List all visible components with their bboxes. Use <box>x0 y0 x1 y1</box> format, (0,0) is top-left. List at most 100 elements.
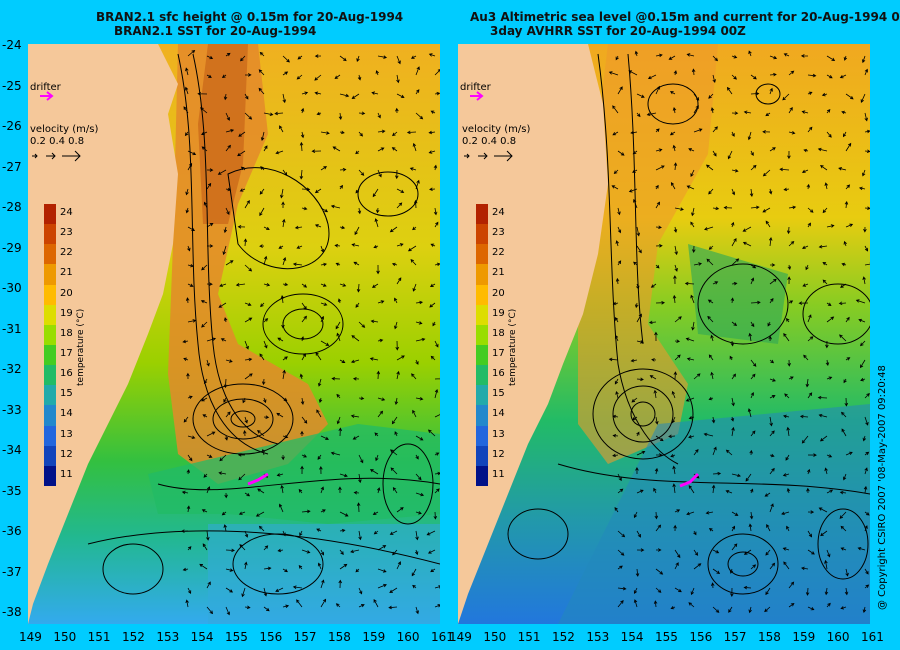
velocity-arrow <box>636 313 642 323</box>
velocity-arrow <box>282 434 289 439</box>
velocity-arrow <box>826 549 831 558</box>
velocity-arrow <box>392 131 398 137</box>
velocity-arrow <box>688 416 695 420</box>
velocity-arrow <box>275 150 284 155</box>
velocity-arrow <box>710 107 715 114</box>
velocity-arrow <box>415 359 419 365</box>
velocity-arrow <box>769 453 775 458</box>
velocity-arrow <box>731 543 738 551</box>
velocity-arrow <box>415 606 419 615</box>
velocity-arrow <box>708 354 714 361</box>
velocity-arrow <box>296 74 303 80</box>
velocity-arrow <box>263 226 270 231</box>
velocity-arrow <box>690 169 695 177</box>
drifter-icon-left <box>40 91 54 101</box>
velocity-arrow <box>339 511 349 517</box>
velocity-arrow <box>845 142 852 152</box>
velocity-arrow <box>377 129 386 134</box>
velocity-arrow <box>223 524 227 532</box>
velocity-arrow <box>864 129 870 134</box>
velocity-arrow <box>731 188 736 196</box>
velocity-arrow <box>282 169 288 176</box>
velocity-values-right: 0.2 0.4 0.8 <box>462 136 517 147</box>
velocity-arrow <box>301 549 311 554</box>
velocity-arrow <box>202 414 208 418</box>
velocity-arrow <box>280 295 285 304</box>
velocity-arrow <box>350 549 360 554</box>
velocity-arrow <box>654 467 659 475</box>
velocity-arrow <box>301 509 311 514</box>
velocity-arrow <box>377 147 385 152</box>
velocity-arrow <box>301 315 307 323</box>
velocity-arrow <box>743 585 752 590</box>
velocity-arrow <box>685 337 695 342</box>
velocity-arrow <box>860 359 866 369</box>
velocity-arrow <box>636 112 641 118</box>
velocity-arrow <box>826 454 833 458</box>
velocity-arrow <box>394 321 398 330</box>
velocity-arrow <box>769 263 776 267</box>
velocity-arrow <box>788 603 795 608</box>
velocity-arrow <box>807 222 811 228</box>
velocity-arrow <box>860 377 866 382</box>
velocity-arrow <box>825 340 829 349</box>
velocity-arrow <box>633 599 638 608</box>
velocity-arrow <box>225 128 235 133</box>
velocity-arrow <box>260 166 265 171</box>
velocity-arrow <box>750 321 755 328</box>
velocity-arrow <box>614 317 619 323</box>
velocity-arrow <box>358 169 365 176</box>
velocity-arrow <box>377 300 385 304</box>
velocity-arrow <box>222 245 227 256</box>
colorbar-segment <box>44 465 56 486</box>
longitude-tick: 156 <box>689 630 713 644</box>
colorbar-tick: 23 <box>60 227 73 239</box>
velocity-arrow <box>655 587 662 593</box>
velocity-arrow <box>257 488 265 494</box>
velocity-arrow <box>225 606 230 616</box>
velocity-arrow <box>184 86 189 95</box>
velocity-arrow <box>428 130 436 135</box>
velocity-arrow <box>201 509 208 513</box>
velocity-arrow <box>672 107 677 114</box>
velocity-arrow <box>296 599 303 608</box>
velocity-arrow <box>768 236 773 247</box>
velocity-arrow <box>674 549 681 559</box>
latitude-tick: -35 <box>2 483 22 498</box>
colorbar-tick: 17 <box>60 348 73 359</box>
colorbar-segment <box>44 204 56 225</box>
velocity-arrow <box>218 302 227 308</box>
latitude-tick: -37 <box>2 564 22 579</box>
velocity-arrow <box>690 221 695 228</box>
temperature-colorbar-right <box>476 204 488 486</box>
velocity-arrow <box>686 357 695 361</box>
velocity-arrow <box>434 221 439 228</box>
velocity-arrow <box>807 606 815 611</box>
velocity-arrow <box>336 332 341 342</box>
colorbar-segment <box>476 425 488 446</box>
velocity-arrow <box>244 357 253 362</box>
velocity-arrow <box>766 523 771 532</box>
velocity-arrow <box>788 300 794 304</box>
velocity-arrow <box>862 276 866 285</box>
velocity-arrow <box>412 283 417 292</box>
velocity-arrow <box>705 511 714 515</box>
colorbar-segment <box>476 344 488 366</box>
velocity-arrow <box>707 299 714 304</box>
velocity-arrow <box>396 188 405 193</box>
velocity-arrow <box>807 73 817 78</box>
velocity-arrow <box>430 110 436 114</box>
velocity-arrow <box>314 224 322 228</box>
velocity-arrow <box>244 93 249 100</box>
velocity-arrow <box>805 587 810 596</box>
velocity-arrow <box>768 335 772 342</box>
velocity-arrow <box>819 435 828 442</box>
velocity-arrow <box>784 393 790 399</box>
velocity-arrow <box>632 198 638 209</box>
velocity-arrow <box>339 130 345 135</box>
velocity-arrow <box>673 275 677 285</box>
velocity-arrow <box>352 377 360 381</box>
velocity-arrow <box>750 277 755 285</box>
velocity-arrow <box>351 335 360 342</box>
velocity-arrow <box>839 511 847 519</box>
